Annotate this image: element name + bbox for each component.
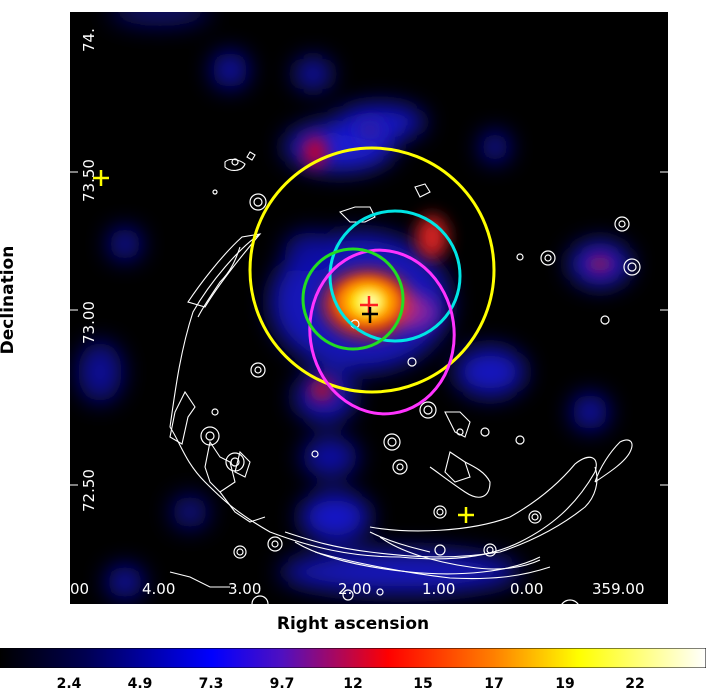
- colorbar-label: 7.3: [198, 676, 224, 692]
- y-tick-label: 73.00: [80, 301, 98, 344]
- x-tick-label: 0.00: [510, 580, 543, 598]
- radio-contours: [169, 151, 633, 588]
- black-cross-marker: [362, 307, 378, 323]
- yellow-cross-marker-left: [93, 170, 109, 186]
- y-tick-label: 74.: [80, 28, 98, 52]
- colorbar-labels: 2.4 4.9 7.3 9.7 12 15 17 19 22: [0, 676, 706, 694]
- colorbar-label: 15: [413, 676, 433, 692]
- y-tick-label: 72.50: [80, 469, 98, 512]
- colorbar-label: 4.9: [127, 676, 153, 692]
- x-tick-label: 00: [70, 580, 89, 598]
- colorbar-label: 12: [343, 676, 363, 692]
- green-error-circle: [301, 247, 405, 351]
- colorbar-label: 22: [625, 676, 645, 692]
- yellow-error-circle: [248, 146, 496, 394]
- y-axis-title: Declination: [0, 245, 18, 355]
- x-tick-label: 4.00: [142, 580, 175, 598]
- colorbar: [0, 648, 706, 668]
- cyan-error-circle: [328, 209, 462, 343]
- colorbar-label: 2.4: [56, 676, 82, 692]
- x-axis-title: Right ascension: [276, 614, 430, 634]
- point-source-contours: [200, 158, 641, 604]
- x-tick-label: 359.00: [592, 580, 645, 598]
- axis-ticks: [70, 171, 668, 486]
- y-tick-label: 73.50: [80, 159, 98, 202]
- colorbar-label: 9.7: [269, 676, 295, 692]
- sky-map-image: 74. 73.50 73.00 72.50 00 4.00 3.00 2.00 …: [70, 12, 668, 604]
- x-tick-label: 1.00: [422, 580, 455, 598]
- colorbar-label: 17: [484, 676, 504, 692]
- x-tick-label: 3.00: [228, 580, 261, 598]
- colorbar-label: 19: [555, 676, 575, 692]
- yellow-cross-marker-bottom: [458, 507, 474, 523]
- x-tick-label: 2.00: [338, 580, 371, 598]
